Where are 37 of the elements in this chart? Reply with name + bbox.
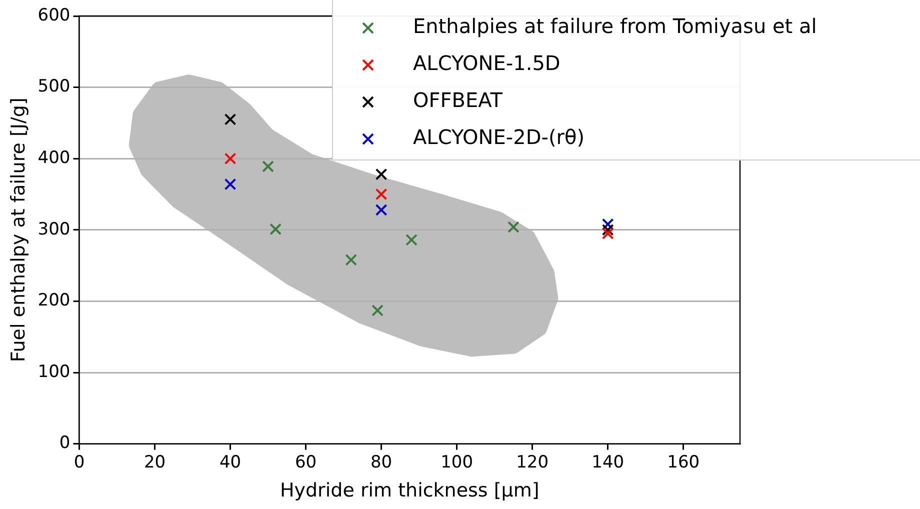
x-tick-label: 20: [144, 452, 166, 472]
point: [270, 223, 282, 236]
legend-label: OFFBEAT: [413, 88, 504, 112]
y-tick-label: 0: [59, 433, 70, 454]
x-tick-label: 100: [440, 452, 474, 472]
y-tick-label: 200: [38, 290, 70, 311]
x-tick-label: 80: [370, 452, 392, 472]
x-tick-label: 120: [516, 452, 549, 472]
y-axis-title: Fuel enthalpy at failure [J/g]: [7, 98, 30, 362]
x-tick-label: 160: [667, 452, 700, 472]
point: [602, 224, 614, 236]
legend-label: ALCYONE-1.5D: [413, 51, 560, 76]
y-tick-label: 400: [38, 148, 70, 168]
point: [262, 160, 274, 172]
point: [602, 228, 614, 240]
legend-label: Enthalpies at failure from Tomiyasu et al: [413, 14, 817, 38]
x-tick-label: 60: [294, 452, 317, 472]
x-tick-label: 40: [219, 452, 242, 472]
point: [375, 168, 388, 180]
x-axis-title: Hydride rim thickness [μm]: [280, 480, 540, 502]
y-tick-label: 600: [38, 5, 70, 26]
point: [508, 221, 520, 233]
y-tick-label: 100: [38, 362, 70, 382]
y-tick-label: 500: [38, 76, 70, 97]
point: [372, 304, 384, 316]
point: [375, 204, 388, 216]
point: [406, 234, 418, 246]
point: [602, 218, 614, 230]
point: [224, 178, 236, 190]
point: [375, 188, 388, 200]
point: [345, 254, 358, 266]
point: [224, 113, 236, 126]
y-tick-label: 300: [38, 219, 70, 240]
point: [224, 152, 236, 165]
legend-label: ALCYONE-2D-(rθ): [413, 125, 585, 150]
x-tick-label: 140: [592, 452, 624, 472]
x-tick-label: 0: [74, 452, 85, 472]
